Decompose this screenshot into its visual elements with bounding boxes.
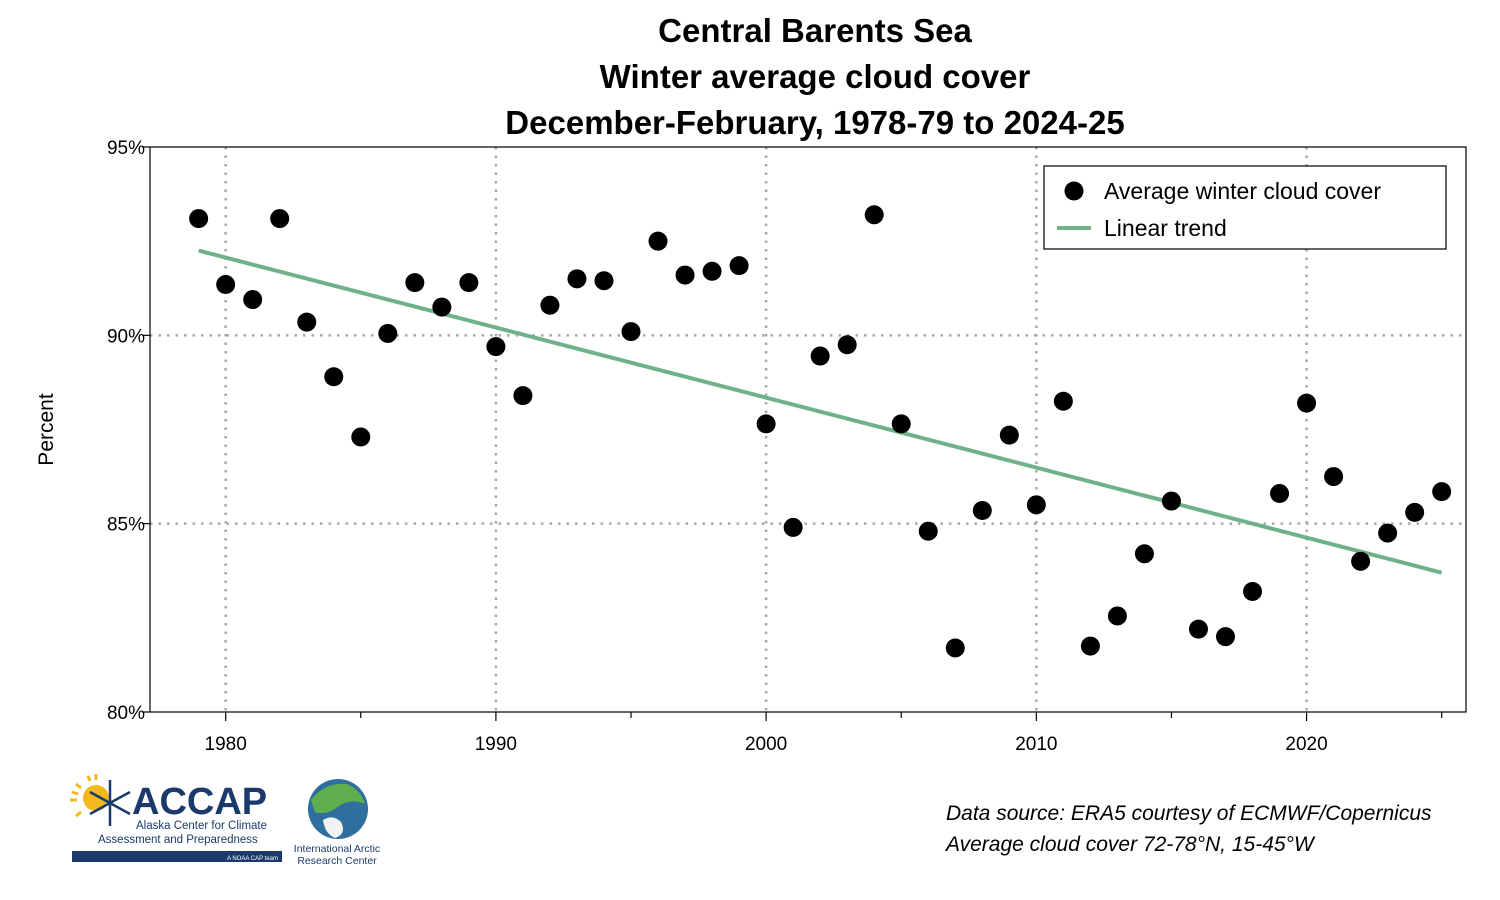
data-point	[756, 414, 776, 434]
sun-icon	[70, 774, 109, 818]
data-point	[1432, 482, 1452, 502]
data-point	[945, 638, 965, 658]
data-point	[1161, 491, 1181, 511]
legend-box	[1043, 165, 1447, 250]
title-line-3: December-February, 1978-79 to 2024-25	[505, 104, 1125, 141]
data-point	[675, 265, 695, 285]
data-point	[702, 261, 722, 281]
accap-bar	[72, 851, 282, 862]
legend-marker-points	[1064, 181, 1084, 201]
data-point	[1107, 606, 1127, 626]
data-points	[189, 205, 1452, 658]
data-point	[567, 269, 587, 289]
data-point	[1324, 467, 1344, 487]
data-point	[1080, 636, 1100, 656]
y-axis-label: Percent	[35, 393, 58, 466]
data-point	[648, 231, 668, 251]
legend: Average winter cloud cover Linear trend	[1043, 165, 1447, 250]
x-tick-label: 1990	[475, 734, 517, 755]
iarc-logo: International Arctic Research Center	[294, 779, 380, 867]
data-point	[891, 414, 911, 434]
data-point	[972, 500, 992, 520]
data-point	[513, 386, 533, 406]
data-point	[459, 273, 479, 293]
data-point	[270, 209, 290, 229]
data-point	[432, 297, 452, 317]
data-point	[810, 346, 830, 366]
axis-ticks: 1980 1990 2000 2010 2020 80% 85% 90% 95%	[107, 138, 1443, 755]
data-point	[486, 337, 506, 357]
y-tick-label: 80%	[107, 703, 145, 724]
globe-icon	[308, 779, 368, 839]
data-point	[1378, 523, 1398, 543]
source-line-1: Data source: ERA5 courtesy of ECMWF/Cope…	[946, 802, 1432, 825]
y-tick-label: 95%	[107, 138, 145, 159]
data-point	[1270, 484, 1290, 504]
data-point	[216, 274, 236, 294]
title-line-2: Winter average cloud cover	[599, 58, 1031, 95]
y-tick-label: 85%	[107, 515, 145, 536]
title-line-1: Central Barents Sea	[658, 12, 972, 49]
snowflake-icon	[89, 780, 131, 826]
data-point	[1053, 391, 1073, 411]
legend-label-points: Average winter cloud cover	[1104, 178, 1381, 204]
accap-tagline: A NOAA CAP team	[227, 856, 278, 862]
iarc-name-1: International Arctic	[294, 843, 380, 855]
plot-area	[149, 146, 1467, 713]
accap-subtitle-2: Assessment and Preparedness	[98, 834, 258, 846]
data-point	[1243, 581, 1263, 601]
data-point	[864, 205, 884, 225]
data-point	[729, 256, 749, 276]
data-point	[540, 295, 560, 315]
data-point	[243, 290, 263, 310]
data-source-note: Data source: ERA5 courtesy of ECMWF/Cope…	[946, 798, 1432, 860]
data-point	[594, 271, 614, 291]
accap-wordmark: ACCAP	[132, 781, 267, 823]
data-point	[297, 312, 317, 332]
data-point	[1215, 627, 1235, 647]
data-point	[1134, 544, 1154, 564]
chart-title: Central Barents Sea Winter average cloud…	[390, 8, 1240, 146]
accap-subtitle-1: Alaska Center for Climate	[136, 820, 267, 832]
data-point	[621, 322, 641, 342]
data-point	[1026, 495, 1046, 515]
data-point	[918, 521, 938, 541]
y-tick-label: 90%	[107, 326, 145, 347]
x-tick-label: 2010	[1015, 734, 1057, 755]
data-point	[1297, 393, 1317, 413]
data-point	[783, 517, 803, 537]
data-point	[405, 273, 425, 293]
accap-logo: ACCAP Alaska Center for Climate Assessme…	[70, 774, 282, 862]
trend-line	[198, 248, 1443, 575]
data-point	[1405, 502, 1425, 522]
data-point	[999, 425, 1019, 445]
data-point	[351, 427, 371, 447]
data-point	[1188, 619, 1208, 639]
data-point	[837, 335, 857, 355]
data-point	[378, 323, 398, 343]
iarc-name-2: Research Center	[297, 855, 377, 867]
x-tick-label: 2000	[745, 734, 787, 755]
data-point	[189, 209, 209, 229]
data-point	[324, 367, 344, 387]
x-tick-label: 1980	[205, 734, 247, 755]
data-point	[1351, 551, 1371, 571]
x-tick-label: 2020	[1285, 734, 1327, 755]
source-line-2: Average cloud cover 72-78°N, 15-45°W	[946, 833, 1314, 856]
legend-label-trend: Linear trend	[1104, 215, 1227, 241]
